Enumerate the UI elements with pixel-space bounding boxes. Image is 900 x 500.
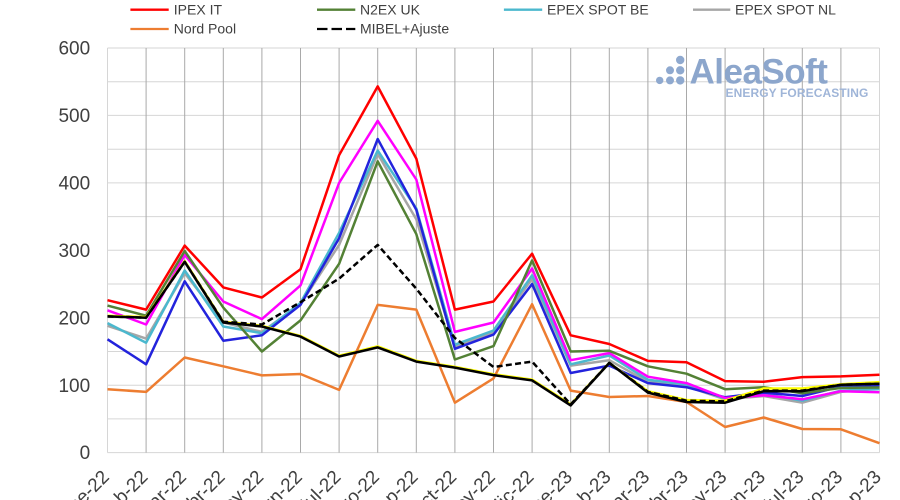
svg-text:AleaSoft: AleaSoft — [690, 53, 829, 92]
svg-text:N2EX UK: N2EX UK — [360, 2, 421, 18]
svg-text:IPEX IT: IPEX IT — [174, 2, 223, 18]
svg-text:EPEX SPOT NL: EPEX SPOT NL — [735, 2, 836, 18]
svg-text:400: 400 — [58, 174, 90, 195]
svg-text:ENERGY FORECASTING: ENERGY FORECASTING — [726, 86, 869, 100]
svg-text:0: 0 — [80, 443, 91, 464]
svg-text:100: 100 — [58, 376, 90, 397]
svg-text:EPEX SPOT BE: EPEX SPOT BE — [547, 2, 649, 18]
svg-text:200: 200 — [58, 308, 90, 329]
svg-text:Nord Pool: Nord Pool — [174, 20, 236, 36]
svg-text:600: 600 — [58, 39, 90, 60]
svg-text:500: 500 — [58, 106, 90, 127]
svg-text:300: 300 — [58, 241, 90, 262]
svg-text:MIBEL+Ajuste: MIBEL+Ajuste — [360, 20, 449, 36]
